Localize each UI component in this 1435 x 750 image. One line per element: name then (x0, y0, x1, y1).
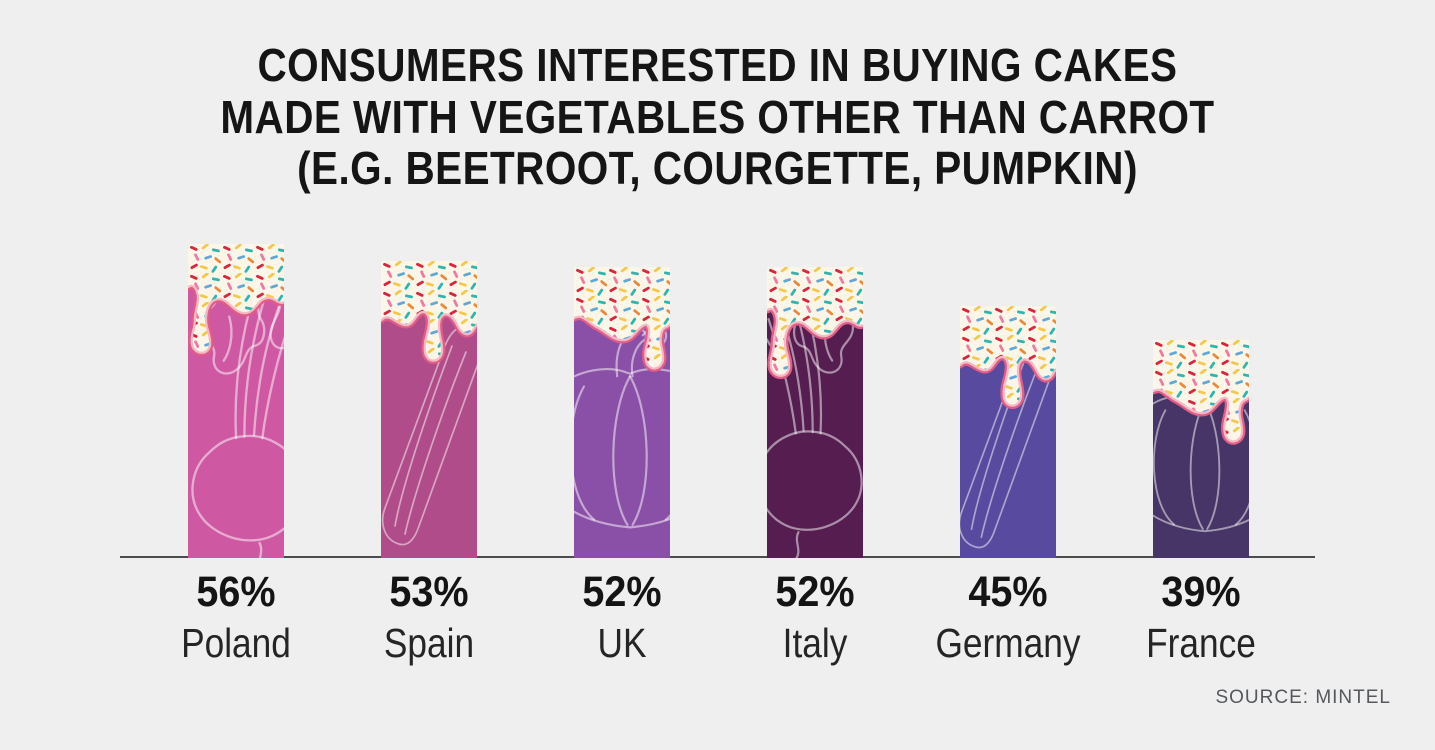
frosting-sprinkles (767, 267, 863, 375)
chart-title: CONSUMERS INTERESTED IN BUYING CAKES MAD… (86, 39, 1349, 195)
bar-label-france: 39% France (1091, 571, 1311, 664)
cake-bar-svg (767, 267, 863, 558)
bar-country-label: UK (597, 620, 647, 666)
chart-title-line2: MADE WITH VEGETABLES OTHER THAN CARROT (220, 90, 1215, 143)
frosting-sprinkles (574, 267, 670, 368)
bar-label-italy: 52% Italy (705, 571, 925, 664)
frosting-sprinkles (1153, 340, 1249, 441)
frosting-sprinkles (960, 306, 1056, 405)
bar-label-poland: 56% Poland (126, 571, 346, 664)
cake-bar-italy (767, 267, 863, 558)
cake-bar-spain (381, 261, 477, 558)
bar-country-label: Spain (383, 620, 475, 666)
bar-label-spain: 53% Spain (319, 571, 539, 664)
bar-country-label: Italy (782, 620, 848, 666)
source-attribution: SOURCE: MINTEL (1215, 687, 1391, 708)
bar-value-label: 52% (775, 568, 855, 616)
cake-bar-france (1153, 340, 1249, 558)
cake-bar-svg (381, 261, 477, 558)
cake-bar-svg (188, 244, 284, 558)
bar-label-uk: 52% UK (512, 571, 732, 664)
cake-bar-poland (188, 244, 284, 558)
bar-value-label: 45% (968, 568, 1048, 616)
bar-value-label: 39% (1161, 568, 1241, 616)
bar-label-germany: 45% Germany (898, 571, 1118, 664)
bar-country-label: Germany (935, 620, 1081, 666)
cake-bar-svg (960, 306, 1056, 558)
bar-country-label: France (1146, 620, 1256, 666)
frosting-sprinkles (188, 244, 284, 352)
cake-bar-svg (1153, 340, 1249, 558)
bar-value-label: 52% (582, 568, 662, 616)
cake-bar-uk (574, 267, 670, 558)
cake-bar-germany (960, 306, 1056, 558)
cake-bar-svg (574, 267, 670, 558)
chart-title-line3: (E.G. BEETROOT, COURGETTE, PUMPKIN) (297, 142, 1138, 195)
chart-title-line1: CONSUMERS INTERESTED IN BUYING CAKES (257, 39, 1178, 91)
axis-baseline (120, 556, 1315, 558)
bar-value-label: 56% (196, 568, 276, 616)
bar-country-label: Poland (181, 620, 291, 666)
bar-value-label: 53% (389, 568, 469, 616)
frosting-sprinkles (381, 261, 477, 360)
